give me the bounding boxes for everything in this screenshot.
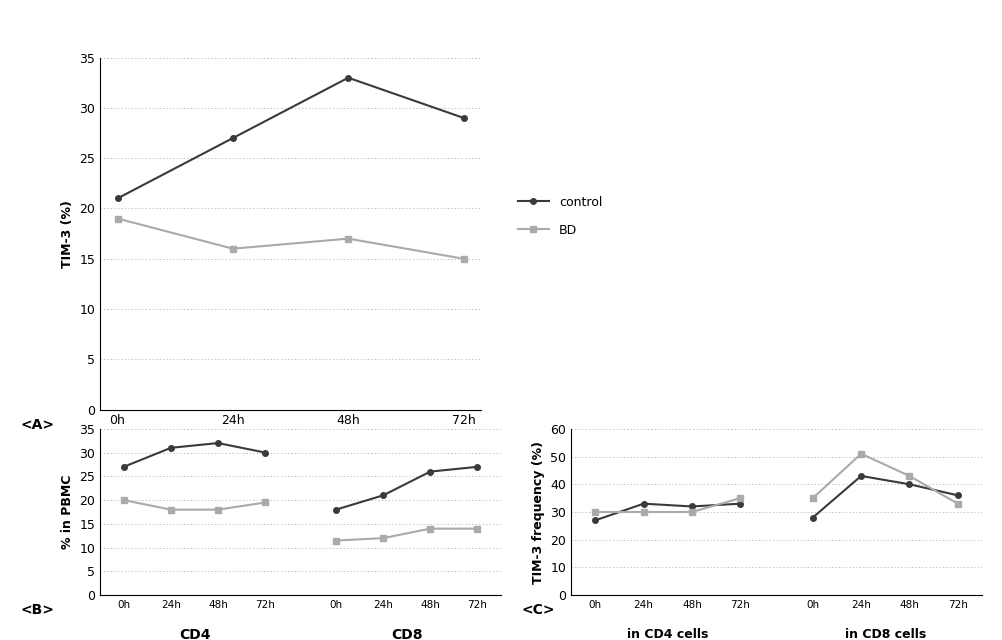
Text: <B>: <B>: [20, 604, 54, 618]
BD: [226, 245, 238, 253]
Y-axis label: TIM-3 frequency (%): TIM-3 frequency (%): [532, 440, 545, 584]
Text: in CD8 cells: in CD8 cells: [845, 628, 926, 640]
control: [458, 114, 470, 122]
Text: in CD4 cells: in CD4 cells: [627, 628, 708, 640]
control: [226, 134, 238, 142]
Y-axis label: TIM-3 (%): TIM-3 (%): [61, 200, 74, 268]
Text: <C>: <C>: [521, 604, 554, 618]
Legend: control, BD: control, BD: [518, 195, 602, 237]
Y-axis label: % in PBMC: % in PBMC: [61, 475, 74, 549]
Line: BD: BD: [115, 216, 466, 262]
BD: [458, 255, 470, 262]
Text: CD4: CD4: [178, 628, 210, 640]
control: [111, 195, 123, 202]
Text: <A>: <A>: [20, 418, 54, 432]
BD: [343, 235, 355, 243]
control: [343, 74, 355, 81]
BD: [111, 214, 123, 222]
Line: control: control: [115, 75, 466, 201]
Text: CD8: CD8: [391, 628, 423, 640]
